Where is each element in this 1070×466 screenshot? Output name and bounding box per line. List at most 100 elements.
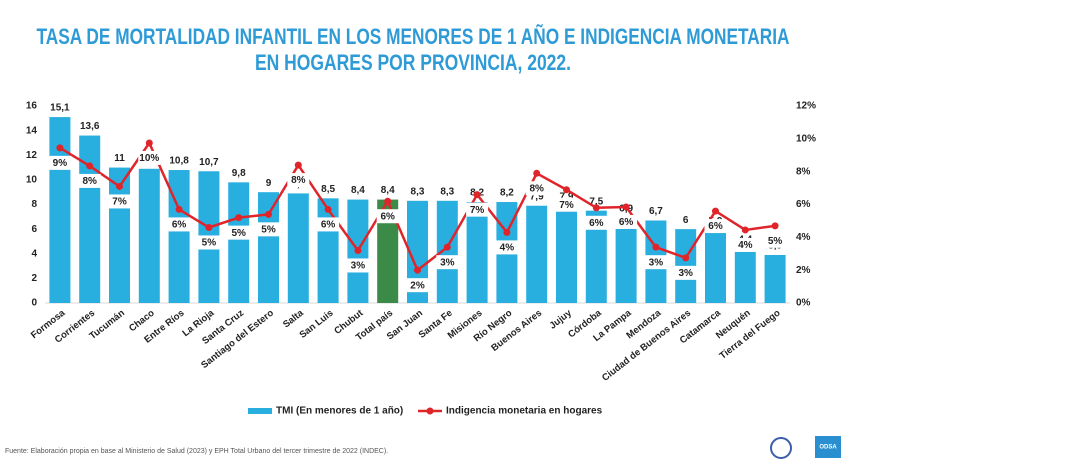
logo-box [815,436,841,458]
bar [138,168,160,303]
bar-value-label: 13,6 [80,121,100,132]
line-value-label: 5% [231,228,246,239]
bar [615,218,637,303]
line-point [622,203,630,211]
bar [258,192,279,303]
line-point [592,204,600,212]
bar [466,202,488,303]
line-value-label: 2% [410,280,425,291]
y-tick-label: 16 [26,101,38,112]
line-point [384,197,392,205]
bar [168,170,190,303]
line-point [652,243,660,251]
bar-value-label: 8,5 [321,184,335,195]
line-point [324,205,332,213]
y-tick-label: 4 [31,248,37,259]
bar [556,205,577,303]
legend-label: Indigencia monetaria en hogares [446,406,603,417]
y-tick-label: 6 [31,224,37,235]
bar-value-label: 11 [114,153,125,164]
line-value-label: 10% [139,153,159,164]
bar-value-label: 8,2 [500,188,514,199]
bar-value-label: 8,3 [440,186,454,197]
line-value-label: 7% [559,200,574,211]
y-tick-label: 2 [31,273,37,284]
y2-tick-label: 8% [796,166,811,177]
line-value-label: 7% [112,197,127,208]
chart-title: EN HOGARES POR PROVINCIA, 2022. [255,50,571,75]
bar [228,182,250,303]
line-value-label: 5% [768,236,783,247]
bar-value-label: 9 [266,178,272,189]
line-value-label: 3% [440,257,455,268]
y2-tick-label: 12% [796,101,816,112]
label-box [197,235,220,250]
line-point [533,169,541,177]
bar [317,198,339,303]
bar-value-label: 10,7 [199,157,219,168]
line-value-label: 6% [321,220,336,231]
y2-tick-label: 4% [796,232,811,243]
bar [585,210,607,303]
label-box [764,233,787,248]
line-point [56,144,64,152]
line-point [473,191,481,199]
y-tick-label: 8 [31,199,37,210]
label-box [168,217,191,232]
y2-tick-label: 10% [796,133,816,144]
y-tick-label: 0 [31,298,37,309]
line-value-label: 4% [500,243,515,254]
label-box [48,155,71,170]
label-box [376,209,399,224]
line-value-label: 3% [351,261,366,272]
bar-value-label: 6,7 [649,206,663,217]
line-value-label: 6% [172,220,187,231]
y2-tick-label: 6% [796,199,811,210]
label-box [615,214,638,229]
line-point [354,246,362,254]
line-point [443,243,451,251]
label-box [108,194,131,209]
line-point [265,210,272,218]
bar-value-label: 7,9 [530,191,544,202]
line-value-label: 8% [82,176,97,187]
label-box [585,215,608,230]
line-point [503,228,511,236]
line-value-label: 6% [589,218,604,229]
line-point [205,223,213,231]
line-point [235,214,243,222]
label-box [346,258,369,273]
logo-seal [770,437,792,459]
line-point [741,226,749,234]
bar-value-label: 8,4 [381,185,395,196]
chart-title: TASA DE MORTALIDAD INFANTIL EN LOS MENOR… [37,24,790,49]
line-point [175,205,183,213]
x-tick-label: San Luis [298,308,336,341]
bar-value-label: 8,3 [411,186,425,197]
bar-value-label: 15,1 [50,103,70,114]
line-value-label: 3% [678,268,693,279]
line-point [682,254,690,262]
line-point [116,182,123,190]
label-box [227,225,250,240]
line-point [294,161,302,169]
bar-value-label: 10,8 [169,156,189,167]
line-value-label: 6% [380,211,395,222]
bar-value-label: 7,5 [589,196,603,207]
line-value-label: 3% [649,257,664,268]
y-tick-label: 12 [26,150,38,161]
line-point [712,207,719,215]
x-tick-label: Salta [281,307,306,330]
y-tick-label: 14 [26,125,38,136]
line-value-label: 4% [738,240,753,251]
label-box [495,240,518,255]
bar [287,193,309,303]
bar-value-label: 8,4 [351,185,365,196]
label-box [734,237,757,252]
legend-label: TMI (En menores de 1 año) [276,406,403,417]
label-box [555,197,578,212]
label-box [525,181,548,196]
label-box [78,173,101,188]
label-box [317,217,340,232]
